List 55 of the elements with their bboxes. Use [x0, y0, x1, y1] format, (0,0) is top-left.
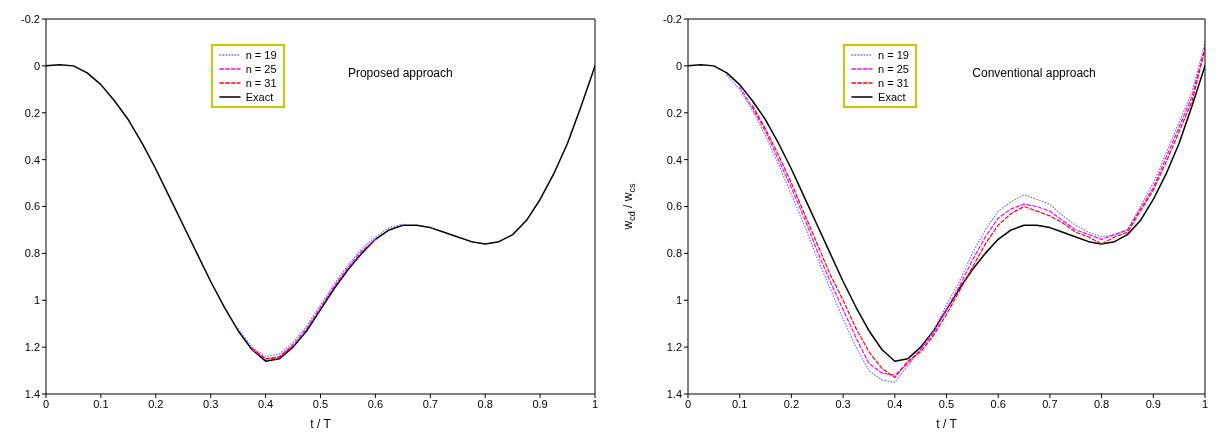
x-tick-label: 0.7	[422, 397, 438, 410]
y-tick-label: 1.4	[24, 387, 40, 400]
x-tick-label: 1	[591, 397, 599, 410]
y-tick-label: 1.4	[666, 387, 682, 400]
x-tick-label: 0.4	[887, 397, 903, 410]
legend-label: n = 25	[245, 62, 277, 76]
y-tick-label: 1	[675, 294, 682, 307]
x-axis-title: t / T	[936, 417, 958, 431]
line-series	[251, 238, 376, 360]
y-tick-label: 1.2	[24, 341, 40, 354]
x-tick-label: 0.1	[732, 397, 748, 410]
y-tick-label: 1.2	[666, 341, 682, 354]
legend-label: n = 31	[878, 76, 909, 90]
x-tick-label: 0	[684, 397, 692, 410]
x-tick-label: 0.8	[477, 397, 493, 410]
x-tick-label: 0.1	[93, 397, 109, 410]
x-tick-label: 0.6	[990, 397, 1006, 410]
x-axis-title: t / T	[310, 417, 332, 431]
x-tick-label: 0.2	[148, 397, 164, 410]
y-tick-label: 0.2	[24, 106, 40, 119]
x-tick-label: 0.6	[367, 397, 384, 410]
y-tick-label: 0	[33, 59, 40, 72]
x-tick-label: 0.5	[938, 397, 955, 410]
y-tick-label: 0	[675, 59, 682, 72]
legend-label: n = 19	[878, 48, 909, 62]
annotation: Proposed approach	[347, 66, 453, 80]
x-tick-label: 0.8	[1093, 397, 1110, 410]
x-tick-label: 0.7	[1042, 397, 1058, 410]
legend-label: Exact	[245, 90, 274, 104]
x-tick-label: 0.3	[203, 397, 219, 410]
y-tick-label: 0.6	[666, 200, 682, 213]
y-tick-label: 0.2	[666, 106, 682, 119]
y-tick-label: 1	[33, 294, 40, 307]
y-tick-label: 0.8	[24, 247, 40, 260]
y-tick-label: 0.8	[666, 247, 682, 260]
legend-label: n = 19	[245, 48, 277, 62]
y-tick-label: 0.4	[24, 153, 40, 166]
x-tick-label: 0.9	[1145, 397, 1161, 410]
x-tick-label: 0.3	[835, 397, 851, 410]
y-tick-label: -0.2	[21, 12, 40, 25]
legend-label: Exact	[878, 90, 906, 104]
y-tick-label: 0.4	[666, 153, 682, 166]
x-tick-label: 0.4	[257, 397, 274, 410]
legend-label: n = 25	[878, 62, 909, 76]
y-tick-label: 0.6	[24, 200, 40, 213]
line-series	[251, 345, 294, 360]
annotation: Conventional approach	[972, 66, 1096, 80]
x-tick-label: 0.5	[312, 397, 329, 410]
y-tick-label: -0.2	[663, 12, 682, 25]
x-tick-label: 0.9	[532, 397, 548, 410]
line-series	[237, 223, 404, 358]
x-tick-label: 0	[42, 397, 50, 410]
x-tick-label: 1	[1201, 397, 1209, 410]
x-tick-label: 0.2	[783, 397, 800, 410]
legend-label: n = 31	[245, 76, 277, 90]
